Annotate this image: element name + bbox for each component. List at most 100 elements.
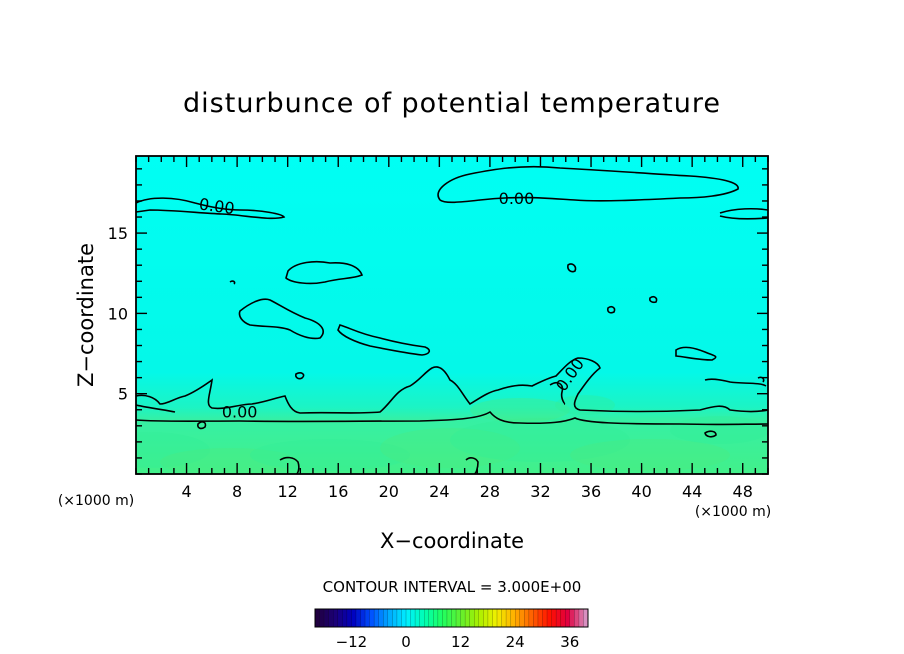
field-patch xyxy=(250,439,410,471)
colorbar-cell xyxy=(456,609,461,627)
colorbar-cell xyxy=(547,609,552,627)
x-tick-label: 40 xyxy=(631,482,651,501)
colorbar-cell xyxy=(328,609,334,627)
colorbar-tick-label: 24 xyxy=(506,633,525,651)
colorbar-cell xyxy=(542,609,548,627)
x-tick-label: 16 xyxy=(328,482,348,501)
colorbar-cell xyxy=(337,609,343,627)
colorbar-cell xyxy=(574,609,580,627)
contour-line xyxy=(238,298,324,340)
colorbar-cell xyxy=(392,609,398,627)
colorbar-cell xyxy=(437,609,443,627)
colorbar-cell xyxy=(324,609,329,627)
field-patch xyxy=(160,448,300,474)
colorbar-cell xyxy=(583,609,589,627)
colorbar-cell xyxy=(492,609,498,627)
colorbar-cell xyxy=(506,609,511,627)
contour-line xyxy=(719,207,768,214)
colorbar-cell xyxy=(483,609,489,627)
contour-line xyxy=(649,295,658,304)
x-tick-label: 12 xyxy=(278,482,298,501)
colorbar-cell xyxy=(433,609,439,627)
colorbar-cell xyxy=(560,609,566,627)
colorbar-cell xyxy=(524,609,530,627)
colorbar-cell xyxy=(469,609,475,627)
colorbar-cell xyxy=(510,609,516,627)
colorbar-cell xyxy=(319,609,325,627)
contour-line xyxy=(229,280,236,285)
field-patch xyxy=(670,416,768,444)
colorbar-cell xyxy=(351,609,357,627)
colorbar-cell xyxy=(460,609,466,627)
contour-label: 0.00 xyxy=(198,194,236,218)
colorbar-cell xyxy=(451,609,457,627)
x-tick-label: 32 xyxy=(530,482,550,501)
plot-area: 0.00 0.000.000.00 xyxy=(135,155,769,475)
colorbar-cell xyxy=(360,609,366,627)
colorbar-frame xyxy=(314,608,589,628)
contour-line xyxy=(437,165,739,204)
x-tick-label: 28 xyxy=(480,482,500,501)
colorbar-cell xyxy=(442,609,448,627)
x-tick-label: 36 xyxy=(581,482,601,501)
contour-line xyxy=(549,382,566,405)
contour-line xyxy=(197,421,207,430)
contour-line xyxy=(607,305,616,314)
contour-line xyxy=(704,378,767,387)
x-tick-label: 8 xyxy=(232,482,242,501)
colorbar-cell xyxy=(519,609,525,627)
colorbar-cell xyxy=(369,609,375,627)
colorbar-cell xyxy=(474,609,480,627)
chart-title: disturbunce of potential temperature xyxy=(183,88,721,119)
colorbar-cell xyxy=(396,609,402,627)
colorbar-cell xyxy=(346,609,352,627)
contour-line xyxy=(719,215,768,220)
x-axis-label: X−coordinate xyxy=(380,529,524,553)
colorbar-cell xyxy=(487,609,493,627)
colorbar-cell xyxy=(410,609,416,627)
colorbar-cell xyxy=(533,609,539,627)
colorbar-cell xyxy=(528,609,534,627)
colorbar-cell xyxy=(401,609,407,627)
colorbar-cell xyxy=(465,609,470,627)
x-tick-label: 44 xyxy=(682,482,702,501)
contour-line xyxy=(704,430,717,438)
field-patch xyxy=(136,432,210,468)
field-patch xyxy=(470,398,570,422)
x-tick-label: 48 xyxy=(733,482,753,501)
y-tick-label: 15 xyxy=(108,224,128,243)
y-axis-label: Z−coordinate xyxy=(74,243,98,387)
contour-line xyxy=(136,410,768,426)
colorbar-cell xyxy=(378,609,384,627)
field-patch xyxy=(570,439,730,471)
contour-interval-text: CONTOUR INTERVAL = 3.000E+00 xyxy=(323,578,582,596)
y-tick-label: 10 xyxy=(108,304,128,323)
colorbar-cell xyxy=(551,609,557,627)
colorbar-cell xyxy=(565,609,571,627)
field-patch xyxy=(380,428,520,468)
colorbar-cell xyxy=(383,609,389,627)
colorbar-tick-label: 0 xyxy=(401,633,411,651)
colorbar-cell xyxy=(501,609,507,627)
contour-label: 0.00 xyxy=(222,402,258,421)
colorbar-cell xyxy=(515,609,521,627)
colorbar-cell xyxy=(428,609,434,627)
colorbar-cell xyxy=(446,609,452,627)
contour-line xyxy=(136,404,176,413)
colorbar-cell xyxy=(578,609,584,627)
colorbar-tick-label: −12 xyxy=(336,633,368,651)
colorbar-cell xyxy=(415,609,420,627)
contour-line xyxy=(136,197,286,220)
contour-line xyxy=(465,457,479,474)
colorbar-tick-label: 12 xyxy=(451,633,470,651)
colorbar-cell xyxy=(342,609,348,627)
y-tick-label: 5 xyxy=(118,385,128,404)
field-patch xyxy=(450,418,630,462)
colorbar-cell xyxy=(556,609,561,627)
contour-line xyxy=(295,372,305,380)
colorbar-cell xyxy=(478,609,484,627)
contour-label: 0.00 xyxy=(499,189,535,208)
colorbar-cell xyxy=(497,609,502,627)
contour-line xyxy=(567,263,577,273)
